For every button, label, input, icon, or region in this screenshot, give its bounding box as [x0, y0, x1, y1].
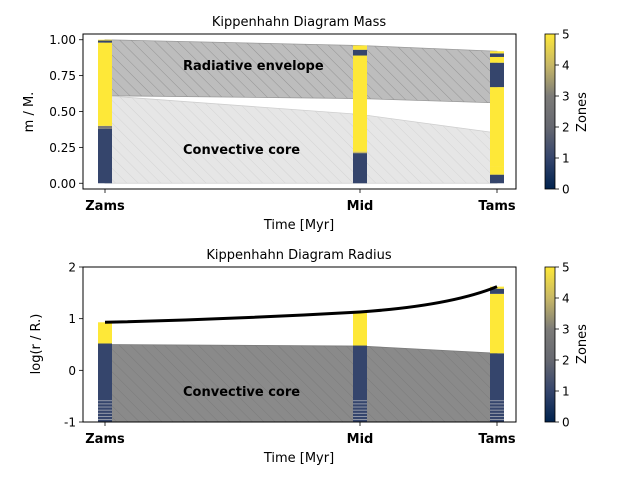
zone-segment: [490, 174, 504, 184]
radius-axes-frame: [82, 266, 517, 423]
zone-segment: [490, 87, 504, 167]
mass-zone-columns: [98, 39, 504, 184]
x-tick-label: Zams: [85, 432, 125, 447]
colorbar-tick-label: 2: [562, 121, 570, 135]
zone-segment: [490, 56, 504, 63]
zone-segment: [98, 40, 112, 43]
y-tick-label: 1: [68, 312, 76, 326]
y-tick-label: 0.00: [49, 177, 76, 191]
colorbar-tick-label: 0: [562, 416, 570, 430]
mass-panel: Kippenhahn Diagram Mass 0.00 0.25 0.50 0.75…: [22, 15, 517, 233]
radius-x-ticks: Zams Mid Tams: [85, 422, 516, 447]
colorbar-tick-label: 5: [562, 28, 570, 42]
x-tick-label: Tams: [478, 432, 516, 447]
zone-segment: [353, 345, 367, 422]
radius-colorbar: 0 1 2 3 4 5 Zones: [544, 261, 590, 430]
zone-segment: [490, 288, 504, 294]
mass-colorbar-gradient: [544, 33, 556, 190]
mass-x-ticks: Zams Mid Tams: [85, 189, 516, 214]
zone-segment: [98, 128, 112, 184]
x-tick-label: Zams: [85, 199, 125, 214]
mass-chart-title: Kippenhahn Diagram Mass: [212, 15, 387, 30]
mass-colorbar-label: Zones: [575, 92, 590, 132]
radius-panel: Kippenhahn Diagram Radius -1 0 1 2 Zams Mid T…: [29, 248, 517, 466]
radius-surface-line: [104, 285, 498, 324]
convective-core-hatch: [105, 344, 497, 422]
zone-segment: [353, 151, 367, 154]
colorbar-tick-label: 3: [562, 323, 570, 337]
mass-colorbar-ticks: 0 1 2 3 4 5: [555, 28, 570, 197]
radius-ylabel: log(r / R.): [29, 314, 44, 375]
colorbar-tick-label: 4: [562, 59, 570, 73]
zone-segment: [490, 51, 504, 54]
convective-core-hatch: [105, 95, 497, 184]
colorbar-tick-label: 4: [562, 292, 570, 306]
zone-segment: [490, 53, 504, 57]
mass-y-ticks: 0.00 0.25 0.50 0.75 1.00: [49, 33, 83, 191]
zone-segment: [490, 293, 504, 354]
radius-y-ticks: -1 0 1 2: [64, 261, 83, 430]
radius-colorbar-ticks: 0 1 2 3 4 5: [555, 261, 570, 430]
y-tick-label: -1: [64, 416, 76, 430]
x-tick-label: Mid: [347, 432, 374, 447]
radiative-envelope-hatch: [105, 39, 497, 103]
zone-segment: [98, 42, 112, 126]
colorbar-tick-label: 2: [562, 354, 570, 368]
mass-convective-core-label: Convective core: [183, 143, 300, 158]
colorbar-tick-label: 3: [562, 90, 570, 104]
radius-convective-core-label: Convective core: [183, 385, 300, 400]
zone-segment: [490, 62, 504, 88]
y-tick-label: 1.00: [49, 33, 76, 47]
y-tick-label: 0.25: [49, 141, 76, 155]
radius-chart-title: Kippenhahn Diagram Radius: [206, 248, 391, 263]
radiative-envelope-label: Radiative envelope: [183, 59, 324, 74]
y-tick-label: 0: [68, 364, 76, 378]
x-tick-label: Tams: [478, 199, 516, 214]
radius-xlabel: Time [Myr]: [263, 451, 334, 466]
mass-xlabel: Time [Myr]: [263, 218, 334, 233]
zone-segment: [353, 310, 367, 346]
y-tick-label: 0.50: [49, 105, 76, 119]
colorbar-tick-label: 1: [562, 385, 570, 399]
radius-colorbar-gradient: [544, 266, 556, 423]
zone-segment: [98, 322, 112, 344]
colorbar-tick-label: 5: [562, 261, 570, 275]
radius-regions: [104, 344, 498, 423]
zone-segment: [490, 353, 504, 422]
mass-regions: [104, 39, 498, 184]
radius-colorbar-label: Zones: [575, 324, 590, 364]
zone-segment: [353, 153, 367, 184]
colorbar-tick-label: 0: [562, 183, 570, 197]
zone-segment: [98, 343, 112, 422]
zone-segment: [353, 49, 367, 56]
y-tick-label: 0.75: [49, 69, 76, 83]
x-tick-label: Mid: [347, 199, 374, 214]
y-tick-label: 2: [68, 261, 76, 275]
radius-zone-columns: [98, 286, 504, 422]
mass-ylabel: m / M.: [22, 92, 37, 133]
zone-segment: [490, 166, 504, 175]
colorbar-tick-label: 1: [562, 152, 570, 166]
mass-colorbar: 0 1 2 3 4 5 Zones: [544, 28, 590, 197]
zone-segment: [98, 39, 112, 41]
zone-segment: [353, 45, 367, 50]
zone-segment: [98, 125, 112, 129]
zone-segment: [353, 55, 367, 152]
